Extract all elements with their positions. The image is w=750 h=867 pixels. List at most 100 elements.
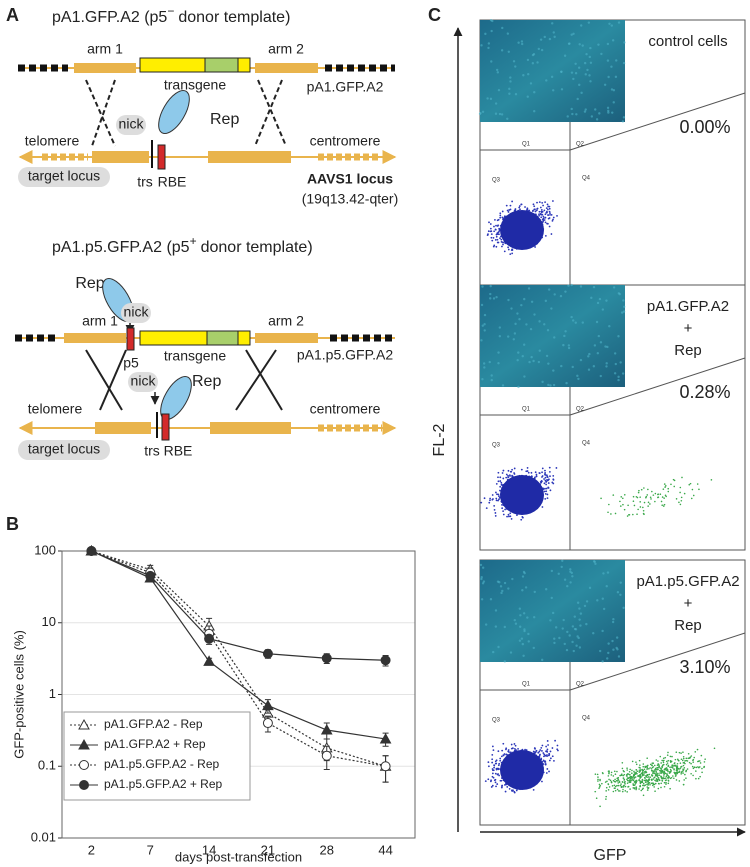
cell: [513, 332, 517, 335]
event: [621, 497, 624, 500]
event: [638, 771, 641, 773]
event: [506, 515, 508, 518]
event: [511, 200, 514, 203]
event: [635, 780, 637, 782]
cell: [557, 572, 560, 575]
event: [667, 779, 670, 782]
event: [635, 788, 637, 791]
event: [545, 490, 548, 493]
cell: [517, 41, 520, 44]
event: [646, 494, 649, 496]
event: [654, 500, 656, 503]
event: [678, 770, 681, 773]
cell: [579, 612, 583, 615]
event: [594, 773, 597, 775]
event: [548, 210, 551, 213]
event: [650, 498, 652, 500]
cell: [614, 362, 618, 366]
cell: [578, 646, 582, 649]
cell: [592, 285, 596, 289]
cell: [612, 617, 615, 621]
event: [544, 469, 546, 472]
event: [526, 467, 529, 469]
event: [619, 505, 622, 507]
event: [639, 782, 642, 785]
event: [648, 767, 650, 770]
event: [622, 786, 625, 788]
event: [498, 498, 500, 501]
cell: [604, 345, 607, 348]
event: [514, 744, 517, 747]
x-tick-label: 14: [202, 842, 216, 857]
event: [541, 744, 544, 747]
event: [612, 779, 615, 782]
cell: [495, 295, 498, 299]
event: [632, 513, 634, 516]
event: [646, 774, 649, 777]
event: [623, 770, 625, 773]
cell: [497, 351, 500, 354]
event: [597, 778, 599, 781]
event: [652, 772, 654, 775]
event: [691, 488, 694, 491]
cell: [527, 287, 531, 290]
cell: [483, 366, 486, 369]
label: pA1.p5.GFP.A2: [297, 347, 393, 363]
cell: [574, 321, 577, 324]
event: [501, 216, 504, 219]
event: [543, 478, 545, 480]
cell: [507, 50, 511, 53]
cell: [563, 334, 566, 338]
event: [633, 778, 635, 780]
event: [667, 759, 670, 762]
event: [647, 505, 649, 507]
event: [489, 497, 492, 500]
cell: [605, 362, 608, 365]
cell: [619, 593, 622, 596]
event: [601, 772, 604, 774]
event: [545, 211, 548, 214]
cell: [598, 112, 601, 115]
event: [647, 780, 649, 782]
event: [674, 762, 676, 764]
event: [520, 518, 523, 521]
event: [659, 755, 662, 758]
event: [641, 770, 644, 772]
event: [642, 512, 645, 515]
event: [507, 248, 510, 251]
event: [521, 516, 524, 518]
cell: [480, 339, 483, 342]
cell: [586, 68, 589, 72]
label: nick: [131, 373, 157, 389]
event: [547, 208, 549, 211]
event: [489, 780, 492, 783]
event: [660, 769, 662, 772]
event: [669, 755, 672, 758]
event: [685, 777, 687, 779]
cell: [522, 343, 526, 346]
event: [646, 779, 648, 781]
event: [657, 493, 660, 496]
cell: [588, 55, 591, 59]
event: [534, 471, 537, 474]
event: [487, 778, 490, 781]
cell: [501, 589, 504, 593]
cell: [520, 303, 523, 307]
event: [502, 754, 505, 757]
cell: [551, 22, 554, 25]
cell: [569, 581, 572, 584]
event: [671, 766, 674, 769]
event: [555, 467, 558, 469]
event: [493, 508, 496, 511]
cell: [508, 92, 511, 95]
event: [526, 470, 529, 472]
event: [659, 767, 662, 769]
cell: [530, 300, 534, 303]
event: [556, 748, 559, 751]
event: [500, 481, 503, 484]
event: [693, 766, 696, 768]
event: [547, 486, 550, 489]
event: [666, 768, 669, 771]
cell: [538, 349, 541, 352]
cell: [598, 649, 602, 653]
